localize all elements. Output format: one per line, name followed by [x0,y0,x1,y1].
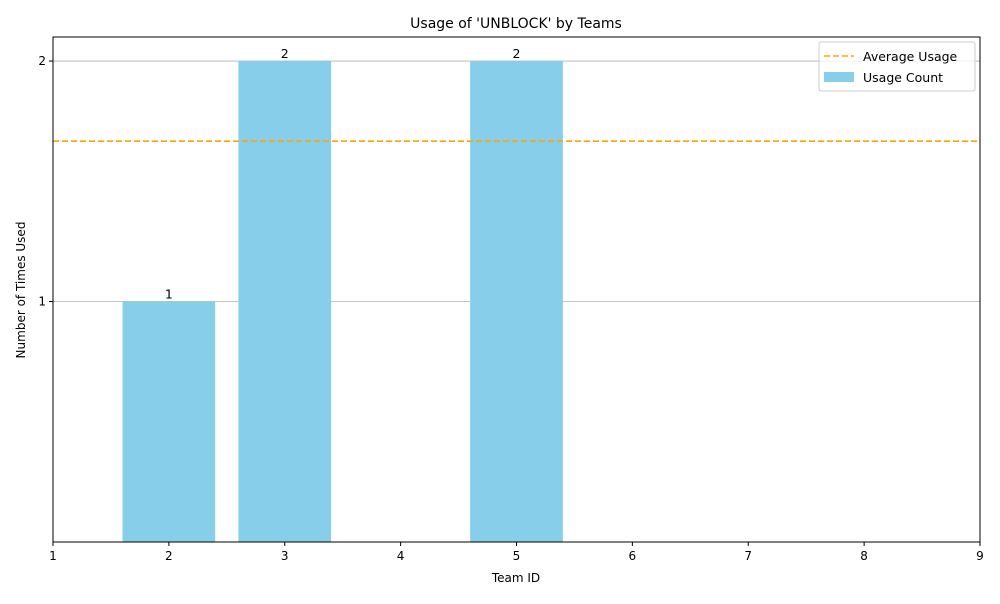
x-tick-label: 9 [976,549,984,563]
bar-value-label: 2 [513,46,521,61]
y-axis-ticks: 12 [38,54,53,309]
x-tick-label: 7 [744,549,752,563]
legend-average-label: Average Usage [863,49,958,64]
x-axis-ticks: 1 2 3 4 5 6 7 8 9 [49,542,984,563]
y-tick-label: 1 [38,295,46,309]
x-tick-label: 6 [629,549,637,563]
legend-usage-swatch [824,72,854,82]
bar-team-2 [122,301,216,542]
x-tick-label: 3 [281,549,289,563]
legend-frame [818,41,976,92]
legend: Average Usage Usage Count [818,41,976,92]
x-tick-label: 1 [49,549,57,563]
chart-title: Usage of 'UNBLOCK' by Teams [410,16,622,32]
x-tick-label: 2 [165,549,173,563]
bar-value-label: 2 [281,46,289,61]
x-tick-label: 5 [513,549,521,563]
x-axis-label: Team ID [491,571,540,585]
x-tick-label: 8 [860,549,868,563]
bar-team-3 [238,61,332,543]
bar-team-5 [470,61,563,543]
x-tick-label: 4 [397,549,405,563]
data-labels-layer: 1 2 2 [165,46,521,301]
legend-usage-label: Usage Count [863,70,943,85]
y-axis-label: Number of Times Used [14,222,28,359]
y-tick-label: 2 [38,54,46,68]
bar-value-label: 1 [165,287,173,302]
